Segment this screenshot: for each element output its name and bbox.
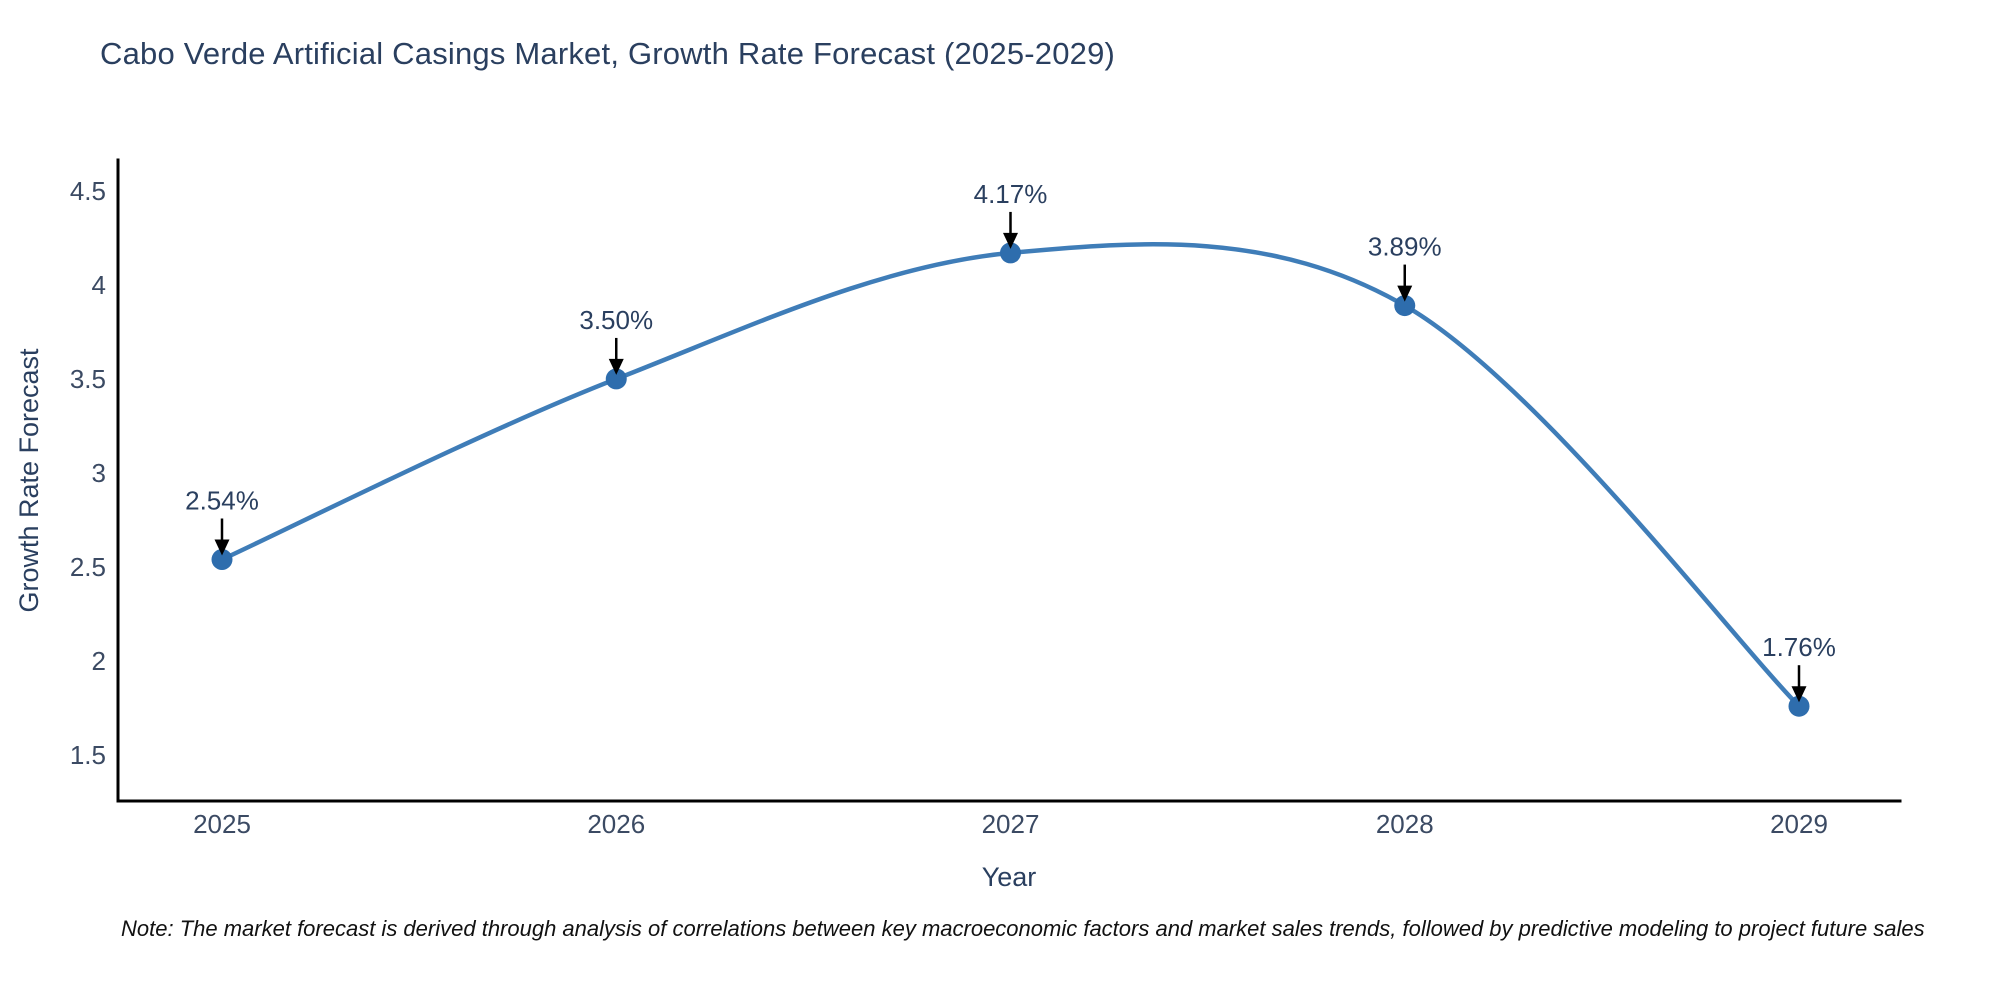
x-tick-label: 2029 [1770,809,1828,839]
line-chart-canvas[interactable]: 4.5 4 3.5 3 2.5 2 1.5 2025 2026 2027 2028 2029 Year G… [0,0,2000,910]
point-annotation-label: 3.89% [1368,232,1442,262]
data-point-marker[interactable] [605,368,627,390]
annotation-arrowhead-icon [1397,285,1413,302]
data-point-marker[interactable] [1000,242,1021,264]
annotation-arrowhead-icon [214,539,230,556]
annotation-arrowhead-icon [1003,232,1018,249]
y-tick-label: 2 [92,646,106,676]
x-tick-label: 2028 [1376,809,1434,839]
forecast-line [219,242,1802,709]
y-tick-label: 1.5 [70,740,106,770]
data-point-marker[interactable] [1394,295,1416,317]
point-annotation-label: 2.54% [185,485,259,515]
point-annotation-label: 3.50% [579,305,653,335]
axis-lines [116,158,1902,803]
x-tick-label: 2027 [982,809,1040,839]
x-tick-label: 2026 [587,809,645,839]
x-tick-label: 2025 [193,809,251,839]
y-tick-label: 3 [92,458,106,488]
y-tick-label: 4.5 [70,176,106,206]
annotation-arrowhead-icon [1791,686,1807,703]
y-tick-label: 4 [92,270,106,300]
point-annotation-label: 4.17% [974,179,1048,209]
y-tick-label: 2.5 [70,552,106,582]
y-axis-title: Growth Rate Forecast [14,348,44,613]
y-tick-label: 3.5 [70,364,106,394]
annotation-arrowhead-icon [608,358,624,375]
chart-title: Cabo Verde Artificial Casings Market, Gr… [100,36,1116,71]
x-axis-title: Year [982,862,1037,892]
data-point-marker[interactable] [1788,695,1810,717]
data-point-marker[interactable] [211,548,233,570]
footnote: Note: The market forecast is derived thr… [121,916,1925,941]
point-annotation-label: 1.76% [1762,632,1836,662]
